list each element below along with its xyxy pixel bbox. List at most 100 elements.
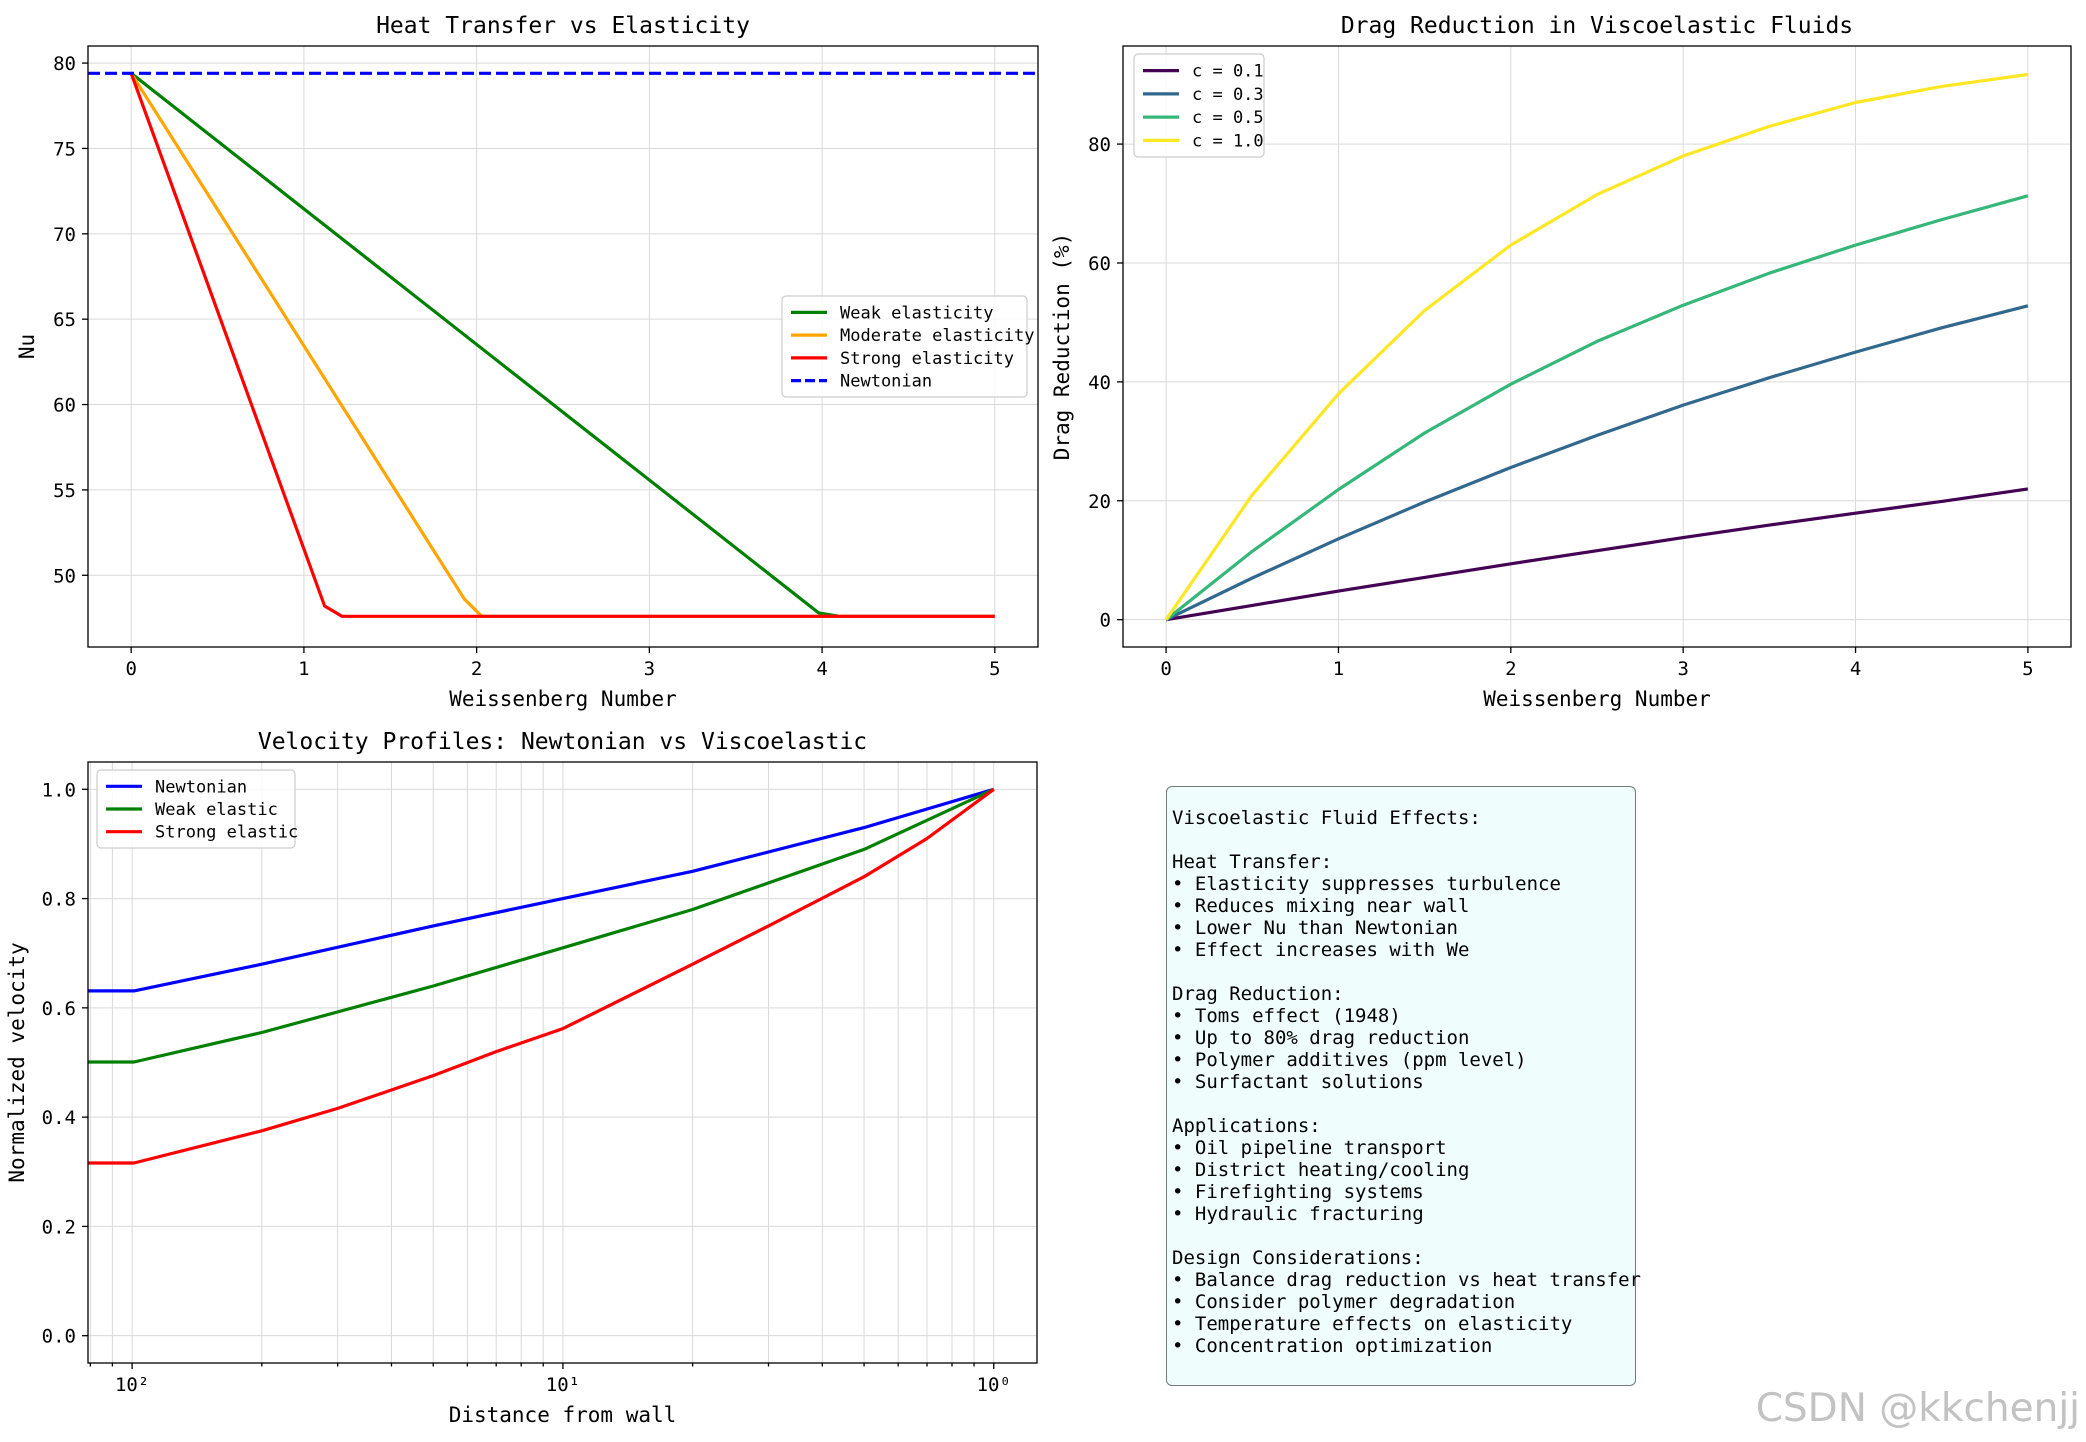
y-tick-label: 80 bbox=[1088, 134, 1111, 156]
series-line-3 bbox=[129, 72, 995, 618]
legend-label: Strong elastic bbox=[155, 823, 298, 843]
x-tick-label: 2 bbox=[471, 658, 482, 680]
legend-label: c = 1.0 bbox=[1192, 131, 1264, 151]
info-line: Heat Transfer: bbox=[1172, 851, 1333, 873]
info-line: Viscoelastic Fluid Effects: bbox=[1172, 807, 1481, 829]
y-tick-label: 60 bbox=[1088, 253, 1111, 275]
info-line: Applications: bbox=[1172, 1115, 1321, 1137]
y-tick-label: 55 bbox=[53, 480, 76, 502]
info-line: • Balance drag reduction vs heat transfe… bbox=[1172, 1269, 1641, 1291]
x-tick-label: 5 bbox=[989, 658, 1000, 680]
y-axis-label: Normalized velocity bbox=[5, 942, 29, 1182]
x-axis-label: Weissenberg Number bbox=[449, 687, 677, 711]
y-axis-label: Drag Reduction (%) bbox=[1050, 233, 1074, 461]
y-tick-label: 50 bbox=[53, 565, 76, 587]
x-tick-label: 5 bbox=[2022, 658, 2033, 680]
x-tick-label: 2 bbox=[1505, 658, 1516, 680]
series-line-3 bbox=[88, 788, 995, 1165]
y-tick-label: 1.0 bbox=[42, 779, 76, 801]
legend: Newtonian Weak elastic Strong elastic bbox=[96, 769, 298, 849]
chart-2: 0 1 2 3 4 5 0 20 40 60 80 Drag Reduction in Viscoel… bbox=[1050, 13, 2072, 711]
x-tick-label: 1 bbox=[298, 658, 309, 680]
series-line-1 bbox=[1165, 487, 2029, 622]
series-line-2 bbox=[88, 787, 995, 1064]
info-line: • Effect increases with We bbox=[1172, 939, 1470, 961]
y-tick-label: 0.4 bbox=[42, 1107, 76, 1129]
legend-label: Weak elasticity bbox=[840, 303, 994, 323]
info-line: • Oil pipeline transport bbox=[1172, 1137, 1447, 1159]
info-line bbox=[1172, 1225, 1635, 1247]
x-axis-label: Weissenberg Number bbox=[1483, 687, 1711, 711]
info-box: Viscoelastic Fluid Effects: Heat Transfer… bbox=[1166, 786, 1641, 1386]
info-line: • Up to 80% drag reduction bbox=[1172, 1027, 1470, 1049]
legend-frame bbox=[1133, 53, 1265, 158]
x-tick-label: 10¹ bbox=[546, 1374, 580, 1396]
info-line: • Hydraulic fracturing bbox=[1172, 1203, 1424, 1225]
legend-label: Moderate elasticity bbox=[840, 326, 1034, 346]
info-line bbox=[1172, 1093, 1635, 1115]
legend-label: c = 0.5 bbox=[1192, 108, 1264, 128]
info-line: • District heating/cooling bbox=[1172, 1159, 1470, 1181]
y-tick-label: 40 bbox=[1088, 372, 1111, 394]
series-line-2 bbox=[1165, 304, 2029, 622]
chart-title: Heat Transfer vs Elasticity bbox=[376, 13, 750, 39]
x-tick-label: 1 bbox=[1333, 658, 1344, 680]
chart-title: Drag Reduction in Viscoelastic Fluids bbox=[1341, 13, 1853, 39]
x-tick-label: 4 bbox=[816, 658, 827, 680]
y-tick-label: 0 bbox=[1100, 610, 1111, 632]
legend-label: Strong elasticity bbox=[840, 349, 1014, 369]
info-line: Design Considerations: bbox=[1172, 1247, 1424, 1269]
legend: c = 0.1 c = 0.3 c = 0.5 c = 1.0 bbox=[1133, 53, 1265, 158]
info-line: Drag Reduction: bbox=[1172, 983, 1344, 1005]
chart-title: Velocity Profiles: Newtonian vs Viscoela… bbox=[258, 729, 867, 755]
plot-frame bbox=[1122, 45, 2072, 648]
y-tick-label: 70 bbox=[53, 224, 76, 246]
series-line-4 bbox=[1164, 72, 2029, 621]
y-tick-label: 60 bbox=[53, 395, 76, 417]
legend-label: c = 0.3 bbox=[1192, 85, 1264, 105]
plot-frame bbox=[87, 45, 1039, 648]
legend-label: c = 0.1 bbox=[1192, 62, 1264, 82]
chart-3: 10² 10¹ 10⁰ 0.0 0.2 0.4 0.6 0.8 1.0 Velocity Prof… bbox=[5, 729, 1038, 1427]
y-axis-label: Nu bbox=[15, 334, 39, 359]
x-tick-label: 0 bbox=[1160, 658, 1171, 680]
y-tick-label: 75 bbox=[53, 138, 76, 160]
y-tick-label: 0.8 bbox=[42, 889, 76, 911]
x-tick-label: 10⁰ bbox=[977, 1374, 1011, 1396]
x-tick-label: 10² bbox=[115, 1374, 149, 1396]
info-line: • Reduces mixing near wall bbox=[1172, 895, 1470, 917]
info-line: • Polymer additives (ppm level) bbox=[1172, 1049, 1527, 1071]
legend-label: Weak elastic bbox=[155, 800, 278, 820]
y-tick-label: 65 bbox=[53, 309, 76, 331]
info-line: • Consider polymer degradation bbox=[1172, 1291, 1516, 1313]
y-tick-label: 20 bbox=[1088, 491, 1111, 513]
info-line: • Concentration optimization bbox=[1172, 1335, 1493, 1357]
x-tick-label: 0 bbox=[125, 658, 136, 680]
info-line: • Surfactant solutions bbox=[1172, 1071, 1424, 1093]
x-tick-label: 3 bbox=[1677, 658, 1688, 680]
x-tick-label: 3 bbox=[644, 658, 655, 680]
info-line: • Toms effect (1948) bbox=[1172, 1005, 1401, 1027]
y-tick-label: 80 bbox=[53, 53, 76, 75]
info-line: • Lower Nu than Newtonian bbox=[1172, 917, 1458, 939]
legend: Weak elasticity Moderate elasticity Strong… bbox=[781, 295, 1034, 398]
info-line: • Temperature effects on elasticity bbox=[1172, 1313, 1573, 1335]
y-tick-label: 0.0 bbox=[42, 1326, 76, 1348]
y-tick-label: 0.6 bbox=[42, 998, 76, 1020]
info-line bbox=[1172, 829, 1635, 851]
legend-label: Newtonian bbox=[840, 372, 932, 392]
x-axis-label: Distance from wall bbox=[449, 1403, 677, 1427]
info-line: • Elasticity suppresses turbulence bbox=[1172, 873, 1561, 895]
y-tick-label: 0.2 bbox=[42, 1216, 76, 1238]
legend-label: Newtonian bbox=[155, 777, 247, 797]
legend-frame bbox=[96, 769, 296, 849]
series-line-1 bbox=[88, 787, 995, 993]
series-line-3 bbox=[1165, 194, 2029, 621]
watermark: CSDN @kkchenjj bbox=[1755, 1386, 2080, 1431]
x-tick-label: 4 bbox=[1850, 658, 1861, 680]
legend-frame bbox=[781, 295, 1028, 398]
info-line bbox=[1172, 961, 1635, 983]
info-line: • Firefighting systems bbox=[1172, 1181, 1424, 1203]
